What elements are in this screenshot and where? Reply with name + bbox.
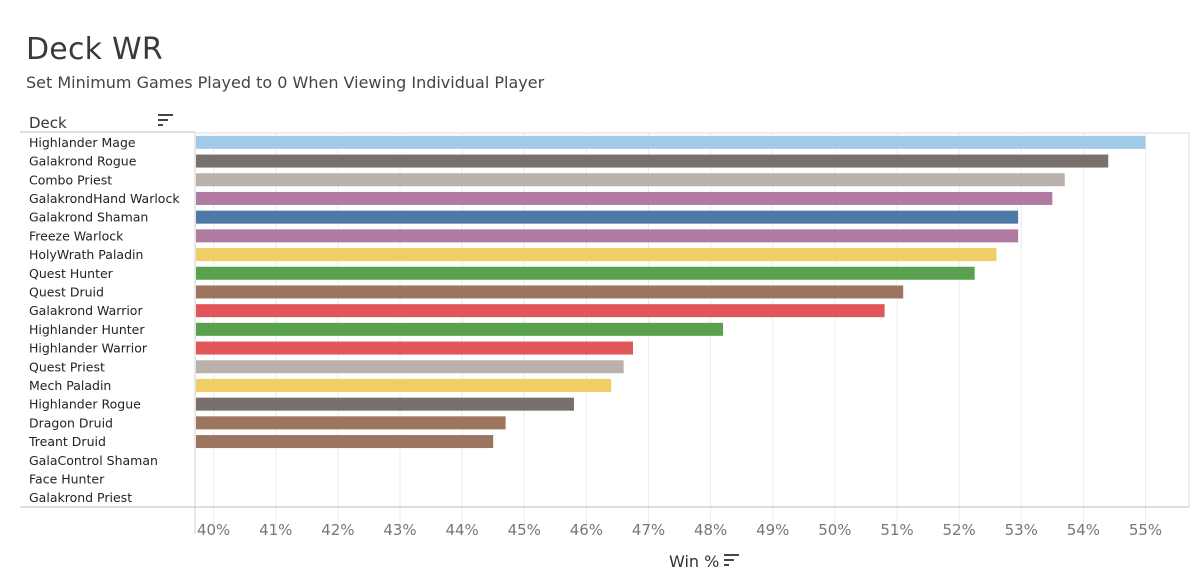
x-tick-label: 41%: [259, 521, 292, 539]
bar[interactable]: [196, 248, 997, 262]
bar[interactable]: [196, 210, 1019, 224]
x-tick-label: 44%: [445, 521, 478, 539]
x-tick-label: 42%: [321, 521, 354, 539]
deck-label: Highlander Warrior: [29, 341, 148, 356]
bar[interactable]: [196, 191, 1053, 205]
deck-label: Treant Druid: [28, 434, 106, 449]
sort-icon[interactable]: [158, 114, 174, 128]
deck-label: Highlander Hunter: [29, 322, 145, 337]
deck-label: GalakrondHand Warlock: [29, 191, 180, 206]
bar[interactable]: [196, 135, 1146, 149]
x-tick-label: 40%: [197, 521, 230, 539]
deck-label: Quest Priest: [29, 359, 105, 374]
x-axis-label: Win %: [669, 552, 720, 571]
bar[interactable]: [196, 416, 506, 430]
bar[interactable]: [196, 435, 494, 449]
deck-label: Quest Druid: [29, 284, 104, 299]
deck-label: Galakrond Warrior: [29, 303, 143, 318]
deck-label: GalaControl Shaman: [29, 453, 158, 468]
x-tick-label: 55%: [1129, 521, 1162, 539]
deck-label: Mech Paladin: [29, 378, 111, 393]
x-tick-label: 51%: [880, 521, 913, 539]
deck-label: Dragon Druid: [29, 415, 113, 430]
deck-label: Freeze Warlock: [29, 228, 124, 243]
deck-label: Galakrond Priest: [29, 490, 132, 505]
deck-label: Galakrond Rogue: [29, 154, 137, 169]
deck-label: Highlander Mage: [29, 135, 136, 150]
x-tick-label: 48%: [694, 521, 727, 539]
sort-icon-x-axis[interactable]: [724, 554, 740, 568]
bar[interactable]: [196, 173, 1065, 187]
x-tick-label: 46%: [570, 521, 603, 539]
bar[interactable]: [196, 266, 975, 280]
deck-label: HolyWrath Paladin: [29, 247, 143, 262]
deck-label: Highlander Rogue: [29, 397, 141, 412]
deck-label: Quest Hunter: [29, 266, 114, 281]
deck-column-header: Deck: [29, 114, 67, 132]
bar[interactable]: [196, 341, 633, 355]
x-tick-label: 53%: [1005, 521, 1038, 539]
deck-label: Combo Priest: [29, 172, 112, 187]
bar[interactable]: [196, 154, 1109, 168]
deck-label: Face Hunter: [29, 471, 105, 486]
x-tick-label: 45%: [508, 521, 541, 539]
deck-label: Galakrond Shaman: [29, 210, 148, 225]
bar[interactable]: [196, 304, 885, 318]
x-tick-label: 52%: [942, 521, 975, 539]
bar[interactable]: [196, 360, 624, 374]
chart-title: Deck WR: [26, 32, 163, 67]
bar[interactable]: [196, 322, 724, 336]
x-tick-label: 49%: [756, 521, 789, 539]
bar[interactable]: [196, 378, 612, 392]
x-tick-label: 47%: [632, 521, 665, 539]
x-tick-label: 54%: [1067, 521, 1100, 539]
bar[interactable]: [196, 397, 574, 411]
x-tick-label: 50%: [818, 521, 851, 539]
bar[interactable]: [196, 229, 1019, 243]
bar[interactable]: [196, 285, 904, 299]
x-tick-label: 43%: [383, 521, 416, 539]
chart-subtitle: Set Minimum Games Played to 0 When Viewi…: [26, 73, 545, 92]
